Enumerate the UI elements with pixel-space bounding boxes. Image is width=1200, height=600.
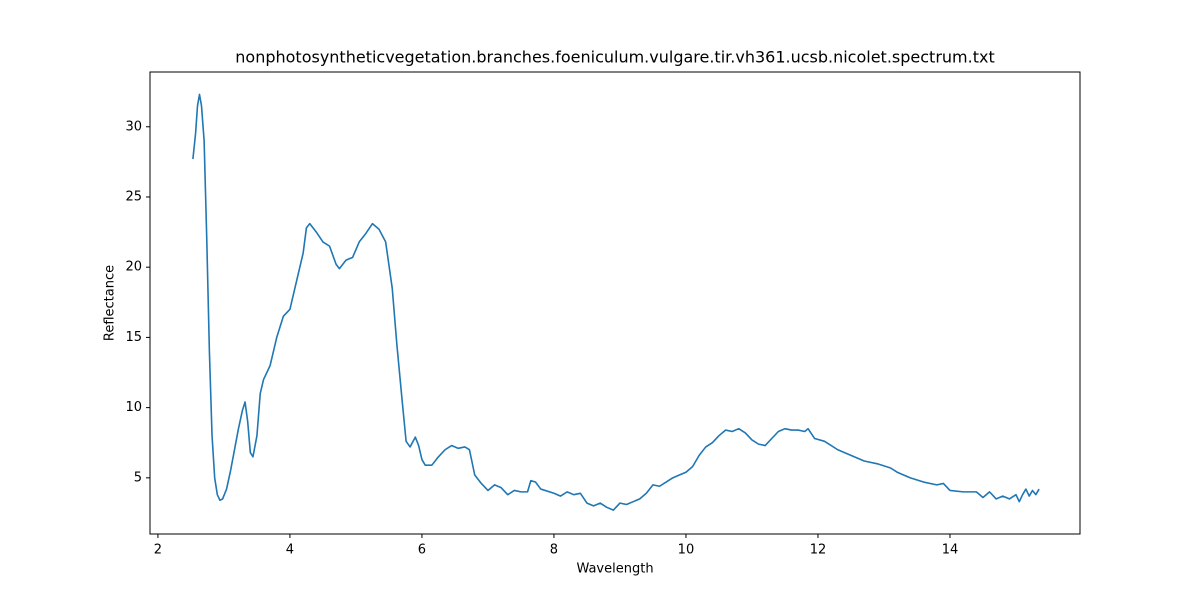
x-tick-label: 14	[942, 543, 959, 558]
y-tick-label: 20	[125, 260, 142, 275]
spectrum-line	[192, 93, 1040, 511]
plot-frame	[149, 71, 1081, 535]
y-tick-label: 30	[125, 119, 142, 134]
x-tick-label: 4	[286, 543, 294, 558]
x-tick-label: 2	[154, 543, 162, 558]
x-tick-label: 12	[810, 543, 827, 558]
x-tick-label: 8	[550, 543, 558, 558]
x-axis-label: Wavelength	[576, 562, 653, 577]
y-axis-label: Reflectance	[103, 265, 118, 341]
y-tick-label: 25	[125, 189, 142, 204]
x-tick-label: 10	[678, 543, 695, 558]
y-tick-label: 10	[125, 400, 142, 415]
chart-title: nonphotosyntheticvegetation.branches.foe…	[235, 48, 994, 67]
y-tick-label: 15	[125, 330, 142, 345]
y-tick-label: 5	[134, 470, 142, 485]
x-tick-label: 6	[418, 543, 426, 558]
